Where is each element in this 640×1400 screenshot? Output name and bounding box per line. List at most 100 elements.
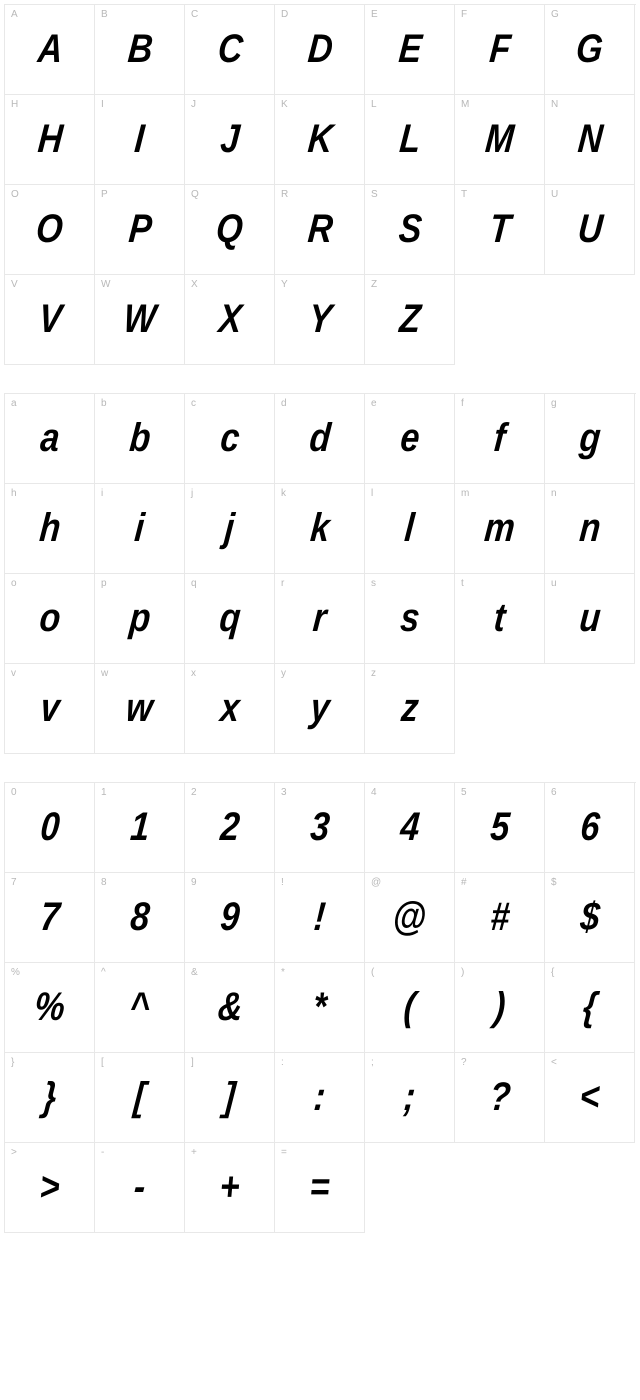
glyph-display: s <box>399 596 421 641</box>
glyph-label: B <box>101 9 108 20</box>
glyph-label: * <box>281 967 285 978</box>
glyph-cell: ++ <box>185 1143 275 1233</box>
glyph-label: v <box>11 668 16 679</box>
glyph-display: K <box>306 117 334 162</box>
glyph-cell: aa <box>5 394 95 484</box>
glyph-label: s <box>371 578 376 589</box>
glyph-label: 2 <box>191 787 197 798</box>
glyph-display: u <box>578 596 602 641</box>
glyph-label: N <box>551 99 558 110</box>
glyph-display: m <box>483 506 516 551</box>
glyph-cell: 00 <box>5 783 95 873</box>
glyph-cell: XX <box>185 275 275 365</box>
glyph-display: f <box>492 416 506 461</box>
glyph-label: a <box>11 398 17 409</box>
glyph-cell: VV <box>5 275 95 365</box>
glyph-display: t <box>492 596 506 641</box>
glyph-display: } <box>41 1075 57 1120</box>
glyph-cell: pp <box>95 574 185 664</box>
glyph-cell: ]] <box>185 1053 275 1143</box>
glyph-label: ! <box>281 877 284 888</box>
glyph-display: D <box>306 27 334 72</box>
glyph-display: ! <box>312 895 326 940</box>
glyph-display: L <box>398 117 422 162</box>
glyph-display: H <box>36 117 64 162</box>
glyph-display: k <box>309 506 331 551</box>
glyph-display: J <box>219 117 241 162</box>
glyph-label: E <box>371 9 378 20</box>
glyph-display: z <box>399 686 419 731</box>
glyph-label: m <box>461 488 469 499</box>
glyph-display: 4 <box>399 805 421 850</box>
glyph-label: e <box>371 398 377 409</box>
glyph-display: : <box>312 1075 326 1120</box>
glyph-label: b <box>101 398 107 409</box>
glyph-label: P <box>101 189 108 200</box>
glyph-label: F <box>461 9 467 20</box>
glyph-display: ; <box>402 1075 416 1120</box>
glyph-label: w <box>101 668 108 679</box>
glyph-display: h <box>38 506 62 551</box>
glyph-cell: (( <box>365 963 455 1053</box>
glyph-cell: ZZ <box>365 275 455 365</box>
glyph-label: W <box>101 279 110 290</box>
glyph-display: b <box>128 416 152 461</box>
glyph-display: A <box>36 27 64 72</box>
glyph-cell: mm <box>455 484 545 574</box>
glyph-display: X <box>217 297 243 342</box>
glyph-cell: 55 <box>455 783 545 873</box>
glyph-label: ; <box>371 1057 374 1068</box>
glyph-label: l <box>371 488 373 499</box>
glyph-cell: >> <box>5 1143 95 1233</box>
glyph-cell: OO <box>5 185 95 275</box>
glyph-label: ? <box>461 1057 467 1068</box>
glyph-display: N <box>576 117 604 162</box>
glyph-cell: GG <box>545 5 635 95</box>
glyph-display: I <box>133 117 146 162</box>
glyph-label: u <box>551 578 557 589</box>
glyph-display: * <box>311 985 327 1030</box>
glyph-cell: xx <box>185 664 275 754</box>
glyph-display: 8 <box>129 895 151 940</box>
glyph-display: 3 <box>309 805 331 850</box>
glyph-label: H <box>11 99 18 110</box>
glyph-label: Y <box>281 279 288 290</box>
glyph-label: y <box>281 668 286 679</box>
glyph-label: V <box>11 279 18 290</box>
glyph-label: < <box>551 1057 557 1068</box>
glyph-cell: yy <box>275 664 365 754</box>
glyph-display: > <box>38 1165 61 1210</box>
glyph-cell: bb <box>95 394 185 484</box>
glyph-display: w <box>125 686 155 731</box>
glyph-label: D <box>281 9 288 20</box>
glyph-label: U <box>551 189 558 200</box>
glyph-cell: DD <box>275 5 365 95</box>
glyph-display: # <box>489 895 511 940</box>
glyph-display: % <box>33 985 66 1030</box>
glyph-display: i <box>133 506 146 551</box>
glyph-cell: EE <box>365 5 455 95</box>
glyph-display: e <box>399 416 421 461</box>
glyph-label: i <box>101 488 103 499</box>
glyph-cell: zz <box>365 664 455 754</box>
glyph-cell: @@ <box>365 873 455 963</box>
glyph-cell: ;; <box>365 1053 455 1143</box>
glyph-cell: ee <box>365 394 455 484</box>
glyph-cell: ff <box>455 394 545 484</box>
glyph-display: a <box>39 416 61 461</box>
glyph-display: r <box>311 596 327 641</box>
glyph-display: y <box>309 686 331 731</box>
glyph-display: { <box>581 985 597 1030</box>
glyph-cell: ** <box>275 963 365 1053</box>
glyph-cell: QQ <box>185 185 275 275</box>
glyph-cell: AA <box>5 5 95 95</box>
glyph-display: 5 <box>489 805 511 850</box>
glyph-cell: $$ <box>545 873 635 963</box>
glyph-cell: :: <box>275 1053 365 1143</box>
glyph-label: O <box>11 189 19 200</box>
glyph-label: T <box>461 189 467 200</box>
glyph-grid: AABBCCDDEEFFGGHHIIJJKKLLMMNNOOPPQQRRSSTT… <box>4 4 636 365</box>
glyph-display: p <box>128 596 152 641</box>
glyph-display: n <box>578 506 602 551</box>
glyph-cell: II <box>95 95 185 185</box>
